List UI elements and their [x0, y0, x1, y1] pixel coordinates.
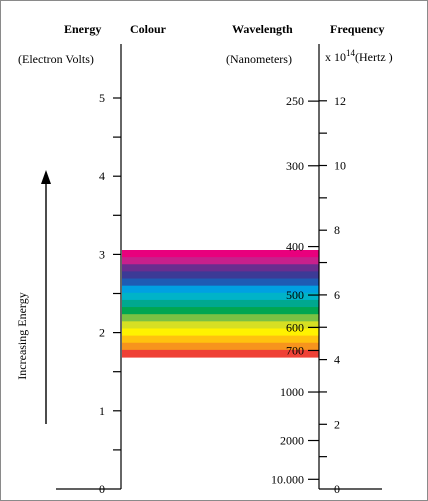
wavelength-tick-label: 300 [286, 159, 304, 173]
wavelength-tick-label: 600 [286, 320, 304, 334]
spectrum-stripe [122, 328, 319, 337]
spectrum-stripe [122, 299, 319, 308]
diagram-axes [56, 44, 382, 490]
spectrum-stripe [122, 314, 319, 322]
energy-tick-label: 1 [99, 404, 105, 418]
increasing-energy-arrow: Increasing Energy [15, 170, 51, 424]
spectrum-stripe [122, 292, 319, 301]
energy-unit: (Electron Volts) [18, 52, 94, 66]
wavelength-tick-label: 1000 [280, 385, 304, 399]
frequency-tick-label: 8 [334, 223, 340, 237]
arrow-head [41, 170, 51, 184]
wavelength-tick-label: 500 [286, 288, 304, 302]
spectrum-stripe [122, 349, 319, 358]
spectrum-stripe [122, 271, 319, 280]
energy-tick-label: 3 [99, 247, 105, 261]
frequency-unit: x 1014(Hertz ) [325, 48, 393, 65]
wavelength-tick-label: 400 [286, 240, 304, 254]
axis-tick-labels: 5432101210864202503004005006007001000200… [99, 91, 346, 496]
frequency-unit-prefix: x 10 [325, 50, 346, 64]
frequency-tick-label: 6 [334, 288, 340, 302]
frequency-unit-suffix: (Hertz ) [355, 50, 393, 64]
energy-tick-label: 0 [99, 482, 105, 496]
spectrum-stripe [122, 264, 319, 272]
wavelength-header: Wavelength [232, 22, 293, 36]
increasing-energy-label: Increasing Energy [15, 292, 29, 379]
energy-tick-label: 2 [99, 326, 105, 340]
frequency-tick-label: 2 [334, 417, 340, 431]
colour-header: Colour [130, 22, 166, 36]
frequency-tick-label: 0 [334, 482, 340, 496]
wavelength-unit: (Nanometers) [226, 52, 292, 66]
energy-tick-label: 5 [99, 91, 105, 105]
frequency-tick-label: 10 [334, 159, 346, 173]
frequency-unit-exponent: 14 [346, 48, 355, 58]
spectrum-stripe [122, 285, 319, 294]
spectrum-stripe [122, 278, 319, 287]
axis-ticks [113, 97, 327, 480]
visible-spectrum-band [122, 250, 319, 358]
spectrum-stripe [122, 307, 319, 315]
wavelength-tick-label: 10.000 [271, 472, 304, 486]
spectrum-stripe [122, 250, 319, 258]
energy-tick-label: 4 [99, 169, 105, 183]
wavelength-tick-label: 700 [286, 343, 304, 357]
energy-header: Energy [64, 22, 102, 36]
spectrum-stripe [122, 342, 319, 351]
frequency-tick-label: 4 [334, 353, 340, 367]
frequency-header: Frequency [330, 22, 385, 36]
wavelength-tick-label: 250 [286, 94, 304, 108]
spectrum-stripe [122, 321, 319, 330]
spectrum-stripe [122, 257, 319, 265]
wavelength-tick-label: 2000 [280, 434, 304, 448]
frequency-tick-label: 12 [334, 94, 346, 108]
spectrum-stripe [122, 335, 319, 344]
